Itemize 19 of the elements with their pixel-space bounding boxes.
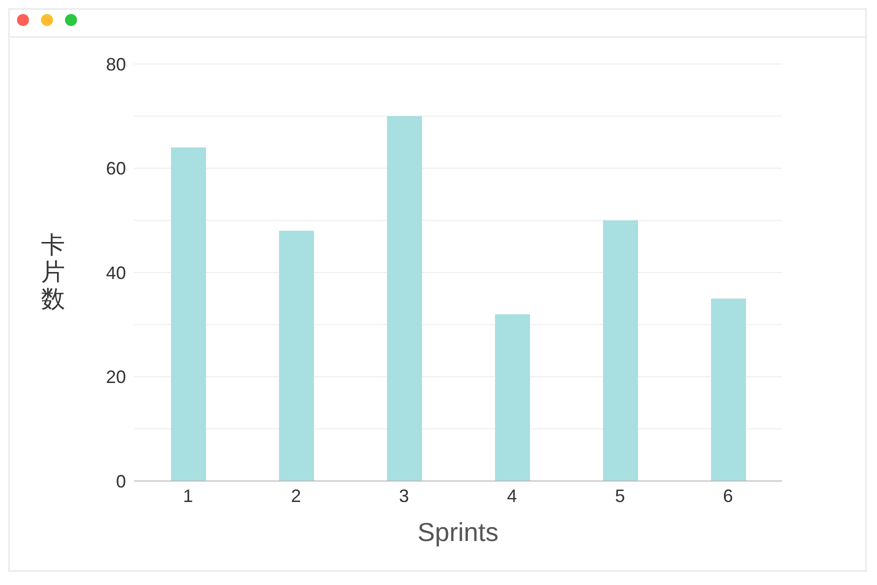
bar bbox=[711, 298, 746, 481]
y-tick-label: 80 bbox=[106, 54, 126, 74]
y-tick-label: 40 bbox=[106, 262, 126, 283]
y-axis-title: 卡片数 bbox=[40, 232, 66, 313]
x-tick-label: 6 bbox=[722, 486, 734, 506]
bar bbox=[495, 314, 530, 481]
y-tick-label: 60 bbox=[106, 158, 126, 179]
bar bbox=[279, 230, 314, 481]
x-tick-label: 4 bbox=[506, 486, 518, 506]
y-tick-label: 0 bbox=[116, 471, 126, 492]
y-tick-label: 20 bbox=[106, 367, 126, 388]
bar bbox=[603, 220, 638, 481]
x-axis-title: Sprints bbox=[418, 517, 498, 547]
x-tick-label: 3 bbox=[398, 486, 410, 506]
bar bbox=[387, 116, 422, 481]
x-tick-label: 2 bbox=[290, 486, 302, 506]
x-tick-label: 5 bbox=[614, 486, 626, 506]
x-tick-label: 1 bbox=[182, 486, 194, 506]
bar bbox=[171, 147, 206, 481]
